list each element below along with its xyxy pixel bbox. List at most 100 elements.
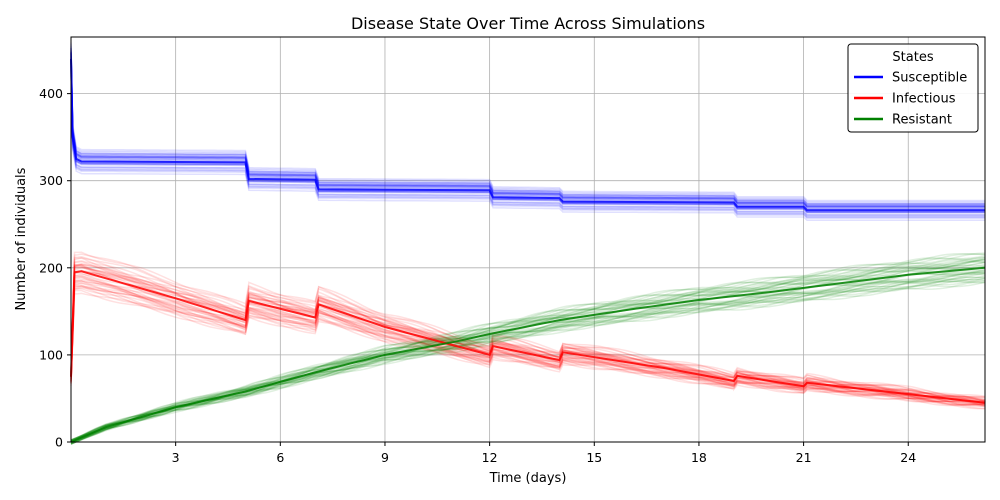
legend-label-infectious: Infectious: [892, 92, 956, 107]
simulation-run-line: [70, 282, 986, 405]
y-axis-label: Number of individuals: [14, 167, 29, 310]
simulation-run-line: [70, 67, 985, 217]
simulation-run-line: [70, 256, 986, 445]
simulation-run-line: [70, 54, 985, 209]
simulation-run-line: [70, 48, 985, 205]
simulation-run-line: [70, 286, 986, 408]
x-tick-label: 6: [276, 450, 284, 465]
simulation-run-line: [70, 275, 986, 442]
simulation-run-line: [70, 252, 986, 445]
simulation-run-line: [70, 277, 986, 443]
simulation-run-line: [70, 55, 985, 210]
simulation-run-line: [70, 284, 986, 406]
simulation-run-line: [70, 280, 986, 442]
simulation-run-line: [70, 289, 985, 410]
simulation-run-line: [70, 42, 985, 202]
simulation-run-line: [70, 75, 985, 222]
simulation-run-line: [70, 279, 986, 445]
legend: States Susceptible Infectious Resistant: [847, 43, 979, 133]
simulation-run-line: [70, 260, 986, 404]
y-tick-label: 400: [39, 86, 63, 101]
simulation-run-line: [70, 70, 985, 219]
simulation-run-line: [70, 266, 986, 403]
simulation-run-line: [70, 66, 985, 216]
x-tick-label: 9: [381, 450, 389, 465]
simulation-run-line: [70, 257, 986, 443]
simulation-run-line: [70, 61, 985, 213]
simulation-run-line: [70, 61, 985, 213]
simulation-run-line: [70, 285, 986, 410]
x-tick-label: 24: [900, 450, 916, 465]
y-tick-label: 200: [39, 260, 63, 275]
simulation-run-line: [70, 276, 986, 444]
series-line-infectious: [70, 270, 986, 404]
simulation-run-line: [70, 261, 986, 445]
plot-frame: [70, 36, 986, 443]
chart-title: Disease State Over Time Across Simulatio…: [351, 14, 705, 33]
simulation-run-line: [70, 278, 986, 405]
simulation-run-line: [70, 285, 986, 406]
simulation-run-line: [70, 261, 986, 444]
series-line-resistant: [70, 266, 986, 443]
simulation-run-line: [70, 62, 985, 214]
simulation-run-line: [70, 60, 985, 213]
simulation-run-line: [70, 261, 986, 442]
simulation-run-line: [70, 285, 986, 407]
x-tick-label: 12: [482, 450, 498, 465]
simulation-run-line: [70, 72, 985, 220]
simulation-run-line: [70, 61, 985, 213]
simulation-run-line: [70, 50, 985, 207]
simulation-run-line: [70, 62, 985, 214]
simulation-run-line: [70, 51, 985, 207]
simulation-run-line: [70, 258, 986, 445]
simulation-run-line: [70, 258, 986, 445]
simulation-run-line: [70, 252, 985, 443]
legend-title: States: [892, 50, 933, 65]
x-tick-label: 15: [586, 450, 602, 465]
simulation-run-line: [70, 292, 986, 407]
simulation-run-line: [70, 53, 985, 208]
simulation-run-line: [70, 45, 985, 204]
simulation-run-line: [70, 253, 986, 444]
simulation-run-line: [70, 257, 986, 402]
simulation-run-line: [70, 271, 986, 443]
simulation-run-line: [70, 68, 985, 218]
simulation-run-line: [70, 269, 986, 444]
simulation-run-line: [70, 47, 985, 205]
simulation-run-line: [70, 263, 986, 402]
simulation-run-line: [70, 281, 986, 442]
simulation-run-line: [70, 280, 986, 408]
simulation-run-line: [70, 258, 986, 444]
simulation-run-line: [70, 60, 985, 213]
simulation-run-line: [70, 53, 985, 208]
x-tick-label: 18: [691, 450, 707, 465]
series-line-susceptible: [70, 58, 985, 212]
simulation-run-line: [70, 52, 985, 208]
simulation-run-line: [70, 260, 986, 399]
series-lines: [70, 58, 986, 443]
simulation-run-line: [70, 66, 985, 216]
simulation-run-line: [70, 51, 985, 207]
axis-ticks: 3 6 9 12 15 18 21 24 0 100 200 300 400: [39, 86, 916, 465]
simulation-run-line: [70, 52, 985, 208]
simulation-run-line: [70, 50, 985, 207]
simulation-run-line: [70, 282, 986, 405]
simulation-run-line: [70, 49, 985, 206]
simulation-run-line: [70, 280, 986, 405]
simulation-run-line: [70, 61, 985, 213]
simulation-run-line: [70, 275, 986, 407]
y-tick-label: 0: [55, 435, 63, 450]
simulation-run-line: [70, 276, 986, 407]
simulation-run-line: [70, 47, 985, 205]
simulation-run-line: [70, 52, 985, 208]
simulation-run-line: [70, 264, 986, 403]
x-axis-label: Time (days): [489, 471, 567, 486]
simulation-run-line: [70, 54, 985, 209]
legend-box: [847, 43, 979, 133]
simulation-run-line: [70, 273, 986, 444]
x-tick-label: 21: [796, 450, 812, 465]
y-tick-label: 300: [39, 173, 63, 188]
simulation-run-line: [70, 253, 986, 398]
simulation-run-line: [70, 280, 986, 442]
